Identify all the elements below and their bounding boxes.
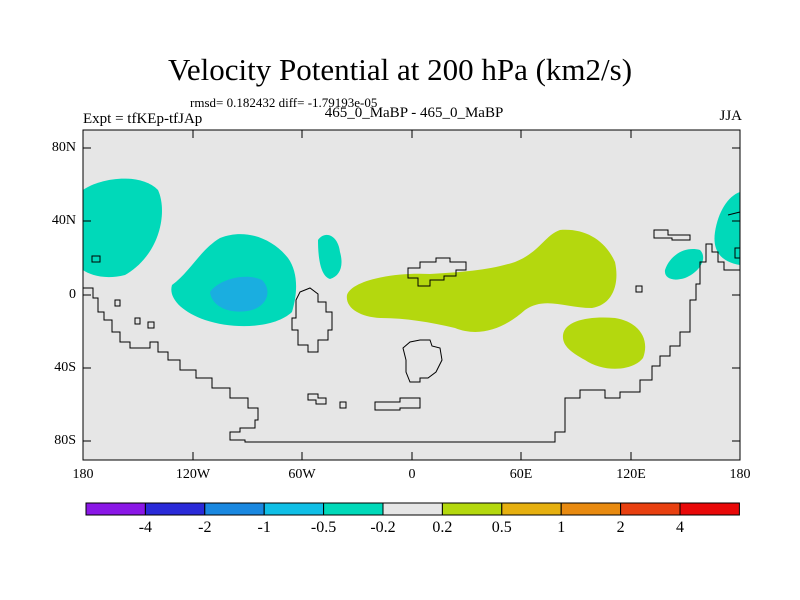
colorbar-label: 4 <box>676 519 684 536</box>
colorbar-label: -0.5 <box>310 519 337 536</box>
lon-tick-label: 180 <box>729 467 751 482</box>
experiment-label: Expt = tfKEp-tfJAp <box>83 111 203 127</box>
contour-fill-negative <box>83 178 162 278</box>
contour-fill-negative <box>318 234 342 279</box>
colorbar-swatch <box>263 502 325 516</box>
colorbar-label: 2 <box>616 519 625 536</box>
colorbar-swatch <box>144 502 206 516</box>
colorbar-swatch <box>85 502 146 516</box>
map-title: Velocity Potential at 200 hPa (km2/s) <box>167 52 633 87</box>
lon-tick-label: 60W <box>288 467 316 482</box>
colorbar-swatch <box>679 502 740 516</box>
colorbar-swatch <box>323 502 384 516</box>
axis-ticks <box>82 130 741 460</box>
colorbar-label: -2 <box>198 519 212 536</box>
colorbar-label: 1 <box>557 519 566 536</box>
colorbar-swatch <box>441 502 503 516</box>
lat-tick-label: 40S <box>54 360 76 375</box>
colorbar-swatch <box>560 502 622 516</box>
coastlines <box>83 211 741 443</box>
colorbar-swatch <box>382 502 443 516</box>
lat-tick-label: 80S <box>54 433 76 448</box>
lat-tick-label: 0 <box>69 287 76 302</box>
contour-fill-negative-strong <box>210 276 268 312</box>
lon-tick-label: 120W <box>175 467 211 482</box>
contour-fill-positive <box>346 229 617 332</box>
colorbar <box>85 502 740 516</box>
map-panel <box>82 129 741 461</box>
lon-tick-label: 120E <box>616 467 646 482</box>
colorbar-label: 0.2 <box>432 519 453 536</box>
lon-tick-label: 60E <box>509 467 533 482</box>
colorbar-label: 0.5 <box>491 519 512 536</box>
lat-tick-label: 80N <box>51 140 76 155</box>
contour-fill-negative <box>714 192 740 265</box>
colorbar-label: -1 <box>257 519 271 536</box>
lat-tick-label: 40N <box>51 213 76 228</box>
lon-tick-label: 180 <box>72 467 94 482</box>
colorbar-swatch <box>620 502 681 516</box>
stats-label: rmsd= 0.182432 diff= -1.79193e-05 <box>190 95 378 110</box>
colorbar-swatch <box>204 502 265 516</box>
contour-fill-positive <box>562 317 646 369</box>
colorbar-label: -0.2 <box>370 519 396 536</box>
lon-tick-label: 0 <box>408 467 416 482</box>
season-label: JJA <box>719 108 742 124</box>
colorbar-swatch <box>501 502 562 516</box>
contour-fill-negative <box>664 249 704 280</box>
case-label: 465_0_MaBP - 465_0_MaBP <box>324 105 504 121</box>
colorbar-label: -4 <box>138 519 153 536</box>
